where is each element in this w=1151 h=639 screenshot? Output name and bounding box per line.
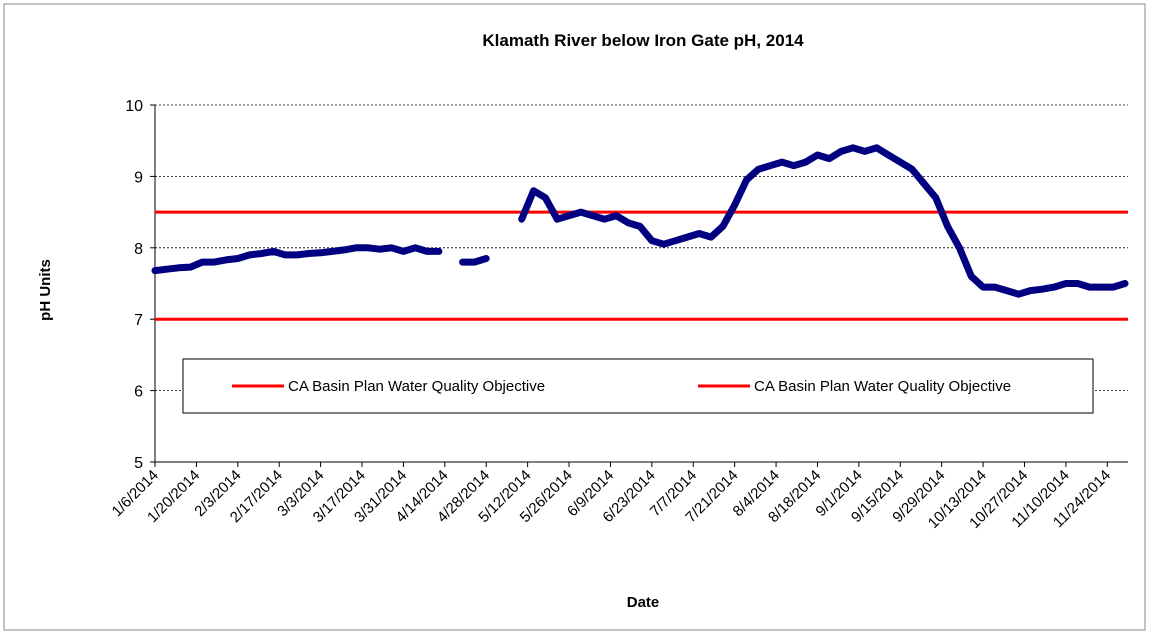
y-axis-label: pH Units (37, 259, 54, 321)
legend-label: CA Basin Plan Water Quality Objective (754, 378, 1011, 395)
y-tick-label: 7 (134, 312, 143, 329)
legend-label: CA Basin Plan Water Quality Objective (288, 378, 545, 395)
chart-title: Klamath River below Iron Gate pH, 2014 (482, 31, 804, 50)
y-tick-label: 9 (134, 169, 143, 186)
y-tick-label: 8 (134, 241, 143, 258)
chart-border (3, 3, 1146, 631)
x-axis-label: Date (627, 594, 660, 611)
y-tick-label: 10 (125, 98, 143, 115)
y-tick-label: 5 (134, 455, 143, 472)
y-tick-label: 6 (134, 384, 143, 401)
data-line (151, 144, 1129, 298)
legend-box (182, 358, 1094, 414)
